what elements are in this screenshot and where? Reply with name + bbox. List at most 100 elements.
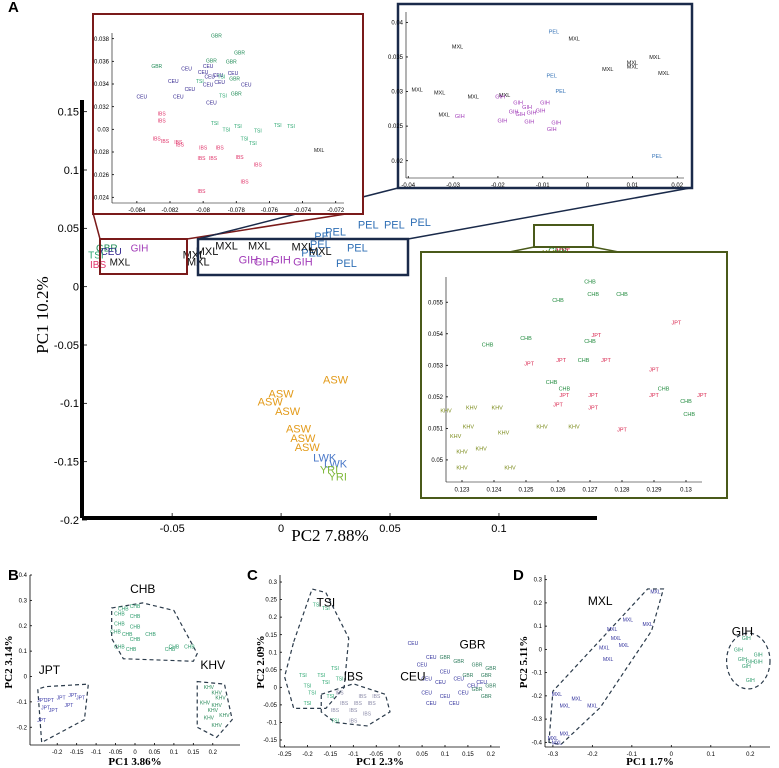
x-tick-label: -0.08 [196, 208, 210, 214]
x-tick-label: 0 [397, 752, 401, 758]
point-label-ceu: CEU [426, 701, 437, 707]
point-label-jpt: JPT [37, 698, 46, 704]
y-tick-label: 0.15 [58, 107, 79, 119]
point-label-ceu: CEU [426, 655, 437, 661]
cluster-hull [548, 588, 665, 746]
point-label-mxl: MXL [607, 627, 618, 633]
point-label-pel: PEL [347, 243, 368, 255]
point-label-gih: GIH [495, 94, 505, 100]
point-label-tsi: TSI [88, 251, 104, 262]
y-tick-label: 0 [539, 647, 543, 653]
point-label-yri: YRI [320, 464, 338, 476]
x-tick-label: -0.1 [627, 752, 638, 758]
point-label-chb: CHB [658, 387, 670, 393]
point-label-gbr: GBR [229, 77, 240, 83]
x-axis-title: PC2 7.88% [291, 526, 368, 545]
x-tick-label: -0.02 [491, 183, 505, 189]
point-label-mxl: MXL [468, 94, 479, 100]
inset-east-asian-chart: 0.123 0.124 0.125 0.126 0.127 0.128 0.129 0.13 0… [420, 251, 728, 499]
point-label-ibs: IBS [254, 163, 263, 169]
point-label-khv: KHV [219, 713, 230, 719]
point-label-jpt: JPT [601, 358, 611, 364]
point-label-jpt: JPT [697, 393, 707, 399]
y-tick-label: 0.1 [269, 650, 278, 656]
y-tick-label: 0.05 [431, 458, 443, 464]
point-label-gbr: GBR [481, 673, 492, 679]
point-label-jpt: JPT [560, 393, 570, 399]
point-label-jpt: JPT [588, 405, 598, 411]
point-label-chb: CHB [559, 387, 571, 393]
point-label-jpt: JPT [49, 708, 58, 714]
point-label-jpt: JPT [556, 358, 566, 364]
pca-east-asian-chart: -0.2 -0.15 -0.1 -0.05 0 0.05 0.1 0.15 0.2 0.4 0.3 0… [3, 573, 240, 768]
point-label-gih: GIH [524, 119, 534, 125]
point-label-mxl: MXL [110, 258, 131, 269]
point-label-khv: KHV [476, 446, 488, 452]
point-label-mxl: MXL [292, 242, 315, 254]
x-tick-label: -0.05 [109, 750, 123, 756]
y-tick-label: 0.04 [391, 20, 403, 26]
point-label-asw: ASW [290, 433, 316, 445]
point-label-gbr: GBR [151, 64, 162, 70]
point-label-khv: KHV [498, 431, 510, 437]
point-label-mxl: MXL [438, 112, 449, 118]
x-tick-label: 0.1 [707, 752, 716, 758]
point-label-ibs: IBS [349, 718, 358, 724]
point-label-chb: CHB [587, 292, 599, 298]
point-label-ibs: IBS [372, 694, 381, 700]
point-label-jpt: JPT [64, 703, 73, 709]
point-label-mxl: MXL [215, 240, 238, 252]
point-label-tsi: TSI [317, 673, 325, 679]
y-tick-label: 0.038 [94, 37, 110, 43]
point-label-mxl: MXL [627, 61, 638, 67]
point-label-khv: KHV [208, 708, 219, 714]
x-tick-label: 0.15 [462, 752, 474, 758]
x-tick-label: 0.13 [680, 488, 692, 494]
point-label-ceu: CEU [421, 690, 432, 696]
point-label-mxl: MXL [560, 731, 571, 737]
y-tick-label: 0.03 [391, 90, 403, 96]
point-label-gih: GIH [540, 101, 550, 107]
x-tick-label: -0.1 [91, 750, 102, 756]
point-label-ceu: CEU [101, 247, 122, 258]
point-label-tsi: TSI [304, 683, 312, 689]
point-label-chb: CHB [584, 279, 596, 285]
point-label-gbr: GBR [226, 60, 237, 66]
x-tick-label: 0 [670, 752, 674, 758]
x-tick-label: 0.124 [486, 488, 502, 494]
point-label-gbr: GBR [440, 655, 451, 661]
y-tick-label: 0.051 [428, 427, 444, 433]
point-label-jpt: JPT [57, 695, 66, 701]
point-label-ibs: IBS [158, 112, 167, 118]
x-tick-label: 0.01 [627, 183, 639, 189]
point-label-ibs: IBS [174, 140, 183, 146]
point-label-ibs: IBS [209, 156, 218, 162]
cluster-hull [37, 683, 90, 744]
point-label-mxl: MXL [248, 240, 271, 252]
x-tick-label: -0.2 [302, 752, 313, 758]
x-tick-label: 0.02 [671, 183, 683, 189]
group-label: IBS [344, 669, 363, 683]
point-label-mxl: MXL [642, 622, 653, 628]
point-label-gih: GIH [293, 257, 313, 269]
point-label-jpt: JPT [76, 695, 85, 701]
x-tick-label: -0.05 [160, 523, 185, 535]
y-tick-label: -0.05 [263, 703, 277, 709]
point-label-pel: PEL [384, 219, 405, 231]
point-label-gih: GIH [742, 636, 751, 642]
point-label-pel: PEL [555, 89, 565, 95]
pca-mxl-gih-chart: -0.3 -0.2 -0.1 0 0.1 0.2 0.3 0.2 0.1 0 -0.1 -0.2 -0.… [518, 575, 771, 768]
y-tick-label: 0.053 [428, 364, 444, 370]
x-tick-label: 0.1 [491, 523, 506, 535]
point-label-tsi: TSI [219, 94, 227, 100]
panel-label-a: A [8, 0, 19, 16]
point-label-mxl: MXL [603, 657, 614, 663]
point-label-mxl: MXL [587, 703, 598, 709]
point-label-gbr: GBR [462, 673, 473, 679]
point-label-asw: ASW [275, 406, 301, 418]
point-label-pel: PEL [325, 226, 346, 238]
point-label-gih: GIH [547, 127, 557, 133]
x-tick-label: 0 [586, 183, 590, 189]
point-label-chb: CHB [110, 629, 121, 635]
point-label-jpt: JPT [524, 361, 534, 367]
